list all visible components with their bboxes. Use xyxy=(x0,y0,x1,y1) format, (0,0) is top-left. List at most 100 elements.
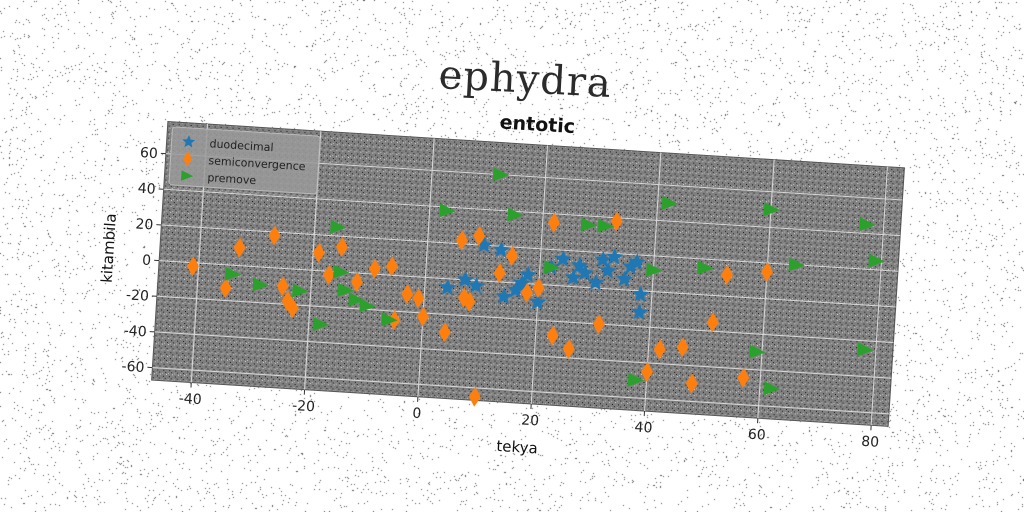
duodecimal-point xyxy=(519,265,537,283)
duodecimal-point xyxy=(495,287,513,305)
premove-point xyxy=(439,203,456,218)
premove-point xyxy=(597,218,614,233)
semiconvergence-point xyxy=(416,306,429,327)
duodecimal-point xyxy=(628,253,646,270)
semiconvergence-point xyxy=(276,276,289,297)
semiconvergence-point xyxy=(438,322,451,343)
y-tick-label: 60 xyxy=(140,145,159,162)
semiconvergence-point xyxy=(219,278,232,299)
premove-point xyxy=(381,312,398,327)
semiconvergence-point xyxy=(386,256,398,277)
x-tick-label: 60 xyxy=(747,427,766,444)
semiconvergence-point xyxy=(463,291,476,312)
semiconvergence-point xyxy=(322,264,335,285)
premove-point xyxy=(857,342,874,357)
premove-point xyxy=(348,292,365,307)
data-points xyxy=(186,167,885,407)
semiconvergence-point xyxy=(721,264,734,285)
premove-point xyxy=(627,372,645,387)
semiconvergence-point xyxy=(520,282,533,303)
duodecimal-point xyxy=(571,256,589,274)
premove-point xyxy=(868,253,885,268)
legend-label: premove xyxy=(207,171,257,187)
semiconvergence-point xyxy=(457,287,470,308)
x-axis-label: tekya xyxy=(496,437,538,458)
semiconvergence-point xyxy=(548,212,560,233)
semiconvergence-point xyxy=(610,211,623,232)
premove-point xyxy=(763,381,781,396)
semiconvergence-point xyxy=(592,314,605,335)
semiconvergence-point xyxy=(506,245,519,266)
duodecimal-point xyxy=(554,250,572,267)
duodecimal-point xyxy=(439,278,457,296)
premove-point xyxy=(788,257,805,272)
duodecimal-point xyxy=(599,261,617,279)
x-tick-label: -40 xyxy=(178,391,202,408)
semiconvergence-point xyxy=(455,230,468,251)
y-grid-line xyxy=(161,224,898,272)
duodecimal-point xyxy=(492,240,510,258)
y-grid-line xyxy=(154,331,892,379)
duodecimal-point xyxy=(631,303,649,320)
semiconvergence-point xyxy=(268,225,281,246)
y-tick-label: 40 xyxy=(137,181,156,198)
premove-point xyxy=(492,167,510,182)
x-tick-label: 80 xyxy=(861,434,880,451)
y-grid-line xyxy=(152,367,889,415)
duodecimal-point xyxy=(513,274,531,292)
x-tick-label: 20 xyxy=(521,412,540,429)
duodecimal-point xyxy=(632,285,650,303)
semiconvergence-point xyxy=(532,278,545,299)
semiconvergence-point xyxy=(473,226,486,246)
semiconvergence-point xyxy=(761,262,774,282)
semiconvergence-point xyxy=(493,263,506,284)
premove-point xyxy=(543,259,561,274)
premove-point xyxy=(748,344,766,359)
x-tick-label: -20 xyxy=(292,398,316,415)
premove-point xyxy=(312,316,330,331)
y-tick-label: -60 xyxy=(121,359,145,376)
semiconvergence-point xyxy=(468,386,481,407)
semiconvergence-point xyxy=(653,339,666,360)
semiconvergence-point xyxy=(562,339,575,360)
x-grid-line xyxy=(757,159,775,419)
premove-point xyxy=(330,219,347,234)
x-grid-line xyxy=(530,145,548,404)
duodecimal-point xyxy=(507,281,525,298)
y-axis-label: kitambila xyxy=(98,213,120,284)
semiconvergence-point xyxy=(706,312,719,333)
semiconvergence-point xyxy=(286,298,299,319)
x-tick-label: 0 xyxy=(412,406,422,423)
premove-point xyxy=(697,260,714,275)
semiconvergence-point xyxy=(350,272,363,292)
y-tick-label: 20 xyxy=(135,216,154,233)
y-tick-label: 0 xyxy=(142,253,152,270)
premove-point xyxy=(661,195,678,210)
legend-marker xyxy=(182,135,196,148)
legend-marker xyxy=(183,151,193,167)
premove-point xyxy=(645,262,663,277)
duodecimal-point xyxy=(594,250,612,268)
duodecimal-point xyxy=(576,264,594,281)
duodecimal-point xyxy=(456,270,474,288)
premove-point xyxy=(763,202,780,217)
semiconvergence-point xyxy=(685,373,698,394)
duodecimal-point xyxy=(622,258,640,275)
semiconvergence-point xyxy=(186,256,199,277)
duodecimal-point xyxy=(587,273,605,291)
premove-point xyxy=(359,298,376,313)
semiconvergence-point xyxy=(312,242,325,263)
y-tick-label: -40 xyxy=(123,323,147,340)
premove-point xyxy=(507,207,524,222)
semiconvergence-point xyxy=(546,325,559,346)
legend-label: duodecimal xyxy=(209,137,274,154)
semiconvergence-point xyxy=(336,237,348,258)
duodecimal-point xyxy=(467,276,485,294)
semiconvergence-point xyxy=(281,290,294,311)
y-tick-label: -20 xyxy=(126,287,150,304)
x-grid-line xyxy=(870,166,888,426)
semiconvergence-point xyxy=(641,361,653,382)
semiconvergence-point xyxy=(233,237,246,258)
